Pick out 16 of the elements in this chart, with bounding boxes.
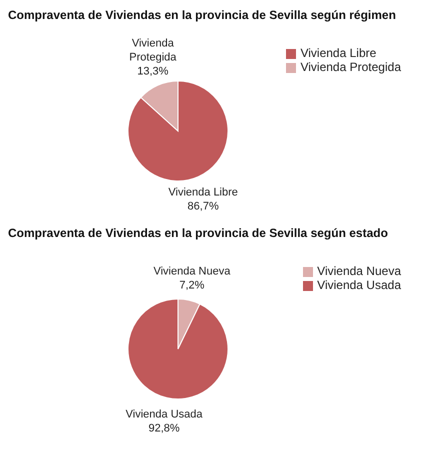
- data-label: 7,2%: [179, 280, 205, 292]
- legend-label: Vivienda Nueva: [317, 264, 401, 278]
- chart-title: Compraventa de Viviendas en la provincia de Sevilla según régimen: [8, 8, 397, 24]
- legend-label: Vivienda Usada: [317, 278, 401, 292]
- data-label: 86,7%: [188, 200, 219, 213]
- slice-label: Vivienda Protegida: [129, 37, 178, 64]
- legend-label: Vivienda Protegida: [300, 60, 401, 74]
- chart-title: Compraventa de Viviendas en la provincia de Sevilla según estado: [8, 226, 389, 242]
- legend-label: Vivienda Libre: [300, 46, 376, 60]
- slice-label: Vivienda Nueva: [153, 266, 232, 278]
- pie-slice: [128, 80, 228, 182]
- slice-label: Vivienda Libre: [168, 186, 238, 199]
- data-label: 92,8%: [148, 422, 180, 434]
- data-label: 13,3%: [137, 65, 169, 78]
- slice-label: Vivienda Usada: [126, 408, 204, 420]
- pie-slice: [128, 298, 228, 400]
